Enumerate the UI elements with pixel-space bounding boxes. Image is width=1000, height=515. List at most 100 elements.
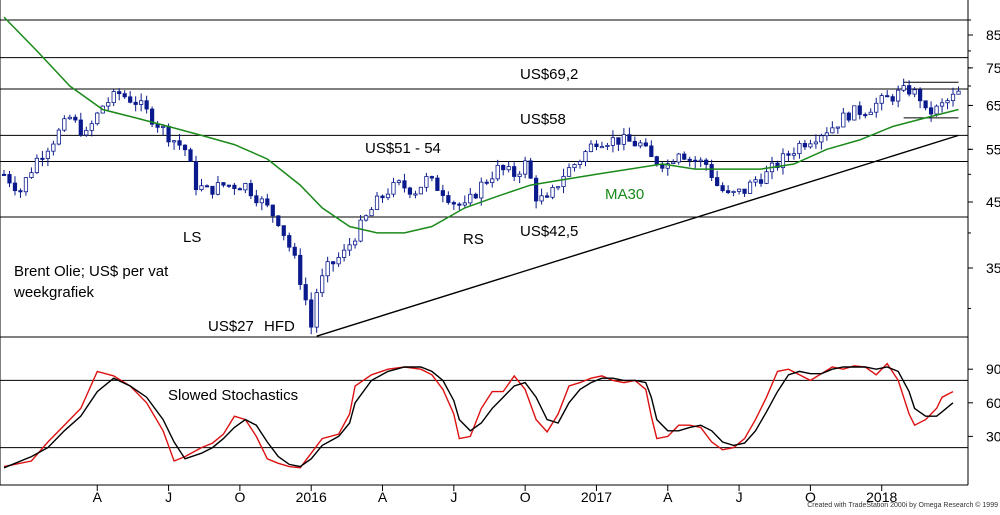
stochastic-tick-label: 30.00: [986, 428, 1000, 444]
label-us58: US$58: [520, 111, 566, 128]
candle-body: [885, 95, 890, 98]
x-tick-label: O: [520, 489, 531, 505]
candle-body: [177, 140, 182, 146]
candle-body: [939, 102, 945, 107]
candle-body: [402, 180, 407, 189]
candle-body: [610, 137, 616, 146]
price-tick-label: 65.00: [986, 97, 1000, 113]
candle-body: [270, 204, 275, 217]
candle-body: [446, 195, 451, 203]
trendline: [316, 134, 959, 337]
candle-body: [331, 261, 336, 265]
candle-body: [342, 249, 347, 258]
candle-body: [413, 193, 418, 196]
x-tick-label: J: [450, 489, 457, 505]
candle-body: [791, 153, 797, 156]
candle-body: [243, 183, 248, 191]
candle-body: [67, 116, 72, 120]
candle-body: [813, 141, 818, 145]
candle-body: [517, 173, 522, 177]
candle-body: [643, 142, 648, 147]
candle-body: [396, 180, 402, 183]
candle-body: [747, 181, 753, 194]
candle-body: [665, 163, 670, 169]
price-tick-label: 35.00: [986, 260, 1000, 276]
x-tick-label: A: [93, 489, 103, 505]
candle-body: [336, 257, 341, 265]
price-horizontal-levels: [0, 19, 968, 218]
candle-body: [303, 284, 308, 301]
candle-body: [226, 184, 232, 187]
candle-body: [462, 202, 467, 206]
label-ma30: MA30: [605, 186, 644, 203]
label-us51-54: US$51 - 54: [365, 140, 441, 157]
candle-body: [352, 240, 358, 246]
stochastic-horizontal-levels: [0, 379, 968, 449]
candle-body: [150, 108, 155, 125]
x-tick-label: 2017: [581, 489, 612, 505]
stochastic-title: Slowed Stochastics: [168, 387, 298, 404]
candle-body: [325, 261, 330, 277]
candle-body: [457, 203, 462, 206]
candle-body: [742, 188, 747, 194]
candle-body: [501, 164, 506, 171]
candle-body: [12, 182, 18, 192]
candle-body: [160, 125, 166, 128]
candle-body: [479, 181, 484, 199]
candle-body: [874, 102, 879, 113]
candle-body: [528, 160, 533, 179]
candle-body: [720, 185, 725, 192]
candle-body: [731, 190, 736, 193]
candles-layer: [1, 78, 961, 335]
candle-body: [199, 185, 204, 191]
candle-body: [133, 101, 138, 105]
candle-body: [193, 161, 199, 191]
candle-body: [418, 186, 424, 195]
candle-body: [693, 159, 698, 162]
candle-body: [298, 254, 303, 285]
candle-body: [320, 275, 325, 294]
x-tick-label: O: [805, 489, 816, 505]
candle-body: [56, 129, 61, 145]
candle-body: [687, 158, 692, 161]
label-rs: RS: [463, 231, 484, 248]
candle-body: [347, 244, 352, 251]
x-tick-label: J: [165, 489, 172, 505]
candle-body: [550, 187, 555, 198]
candle-body: [835, 126, 840, 129]
label-us27: US$27: [208, 318, 254, 335]
candle-body: [182, 144, 188, 151]
candle-body: [561, 175, 566, 188]
candle-body: [605, 144, 610, 147]
candle-body: [830, 127, 835, 134]
x-tick-label: A: [663, 489, 673, 505]
candle-body: [111, 91, 116, 103]
candle-body: [682, 153, 687, 160]
candle-body: [928, 107, 934, 115]
candle-body: [918, 89, 923, 102]
candle-body: [698, 159, 703, 162]
candle-body: [534, 177, 539, 202]
candle-body: [704, 159, 709, 165]
candle-body: [358, 219, 363, 242]
candle-body: [594, 143, 599, 147]
candle-body: [34, 157, 40, 174]
candle-body: [1, 173, 7, 176]
label-ls: LS: [183, 229, 201, 246]
candle-body: [566, 167, 572, 177]
candle-body: [841, 112, 846, 128]
candle-body: [440, 190, 445, 196]
candle-body: [188, 149, 193, 162]
candle-body: [166, 125, 171, 143]
chart-frames: [0, 0, 969, 486]
stochastic-tick-label: 90.00: [986, 361, 1000, 377]
label-hfd: HFD: [264, 318, 295, 335]
candle-body: [676, 153, 681, 163]
candle-body: [281, 225, 286, 236]
ma30-line: [3, 16, 959, 234]
candle-body: [506, 166, 511, 171]
candle-body: [583, 151, 588, 162]
chart-title: Brent Olie; US$ per vat: [14, 263, 169, 280]
